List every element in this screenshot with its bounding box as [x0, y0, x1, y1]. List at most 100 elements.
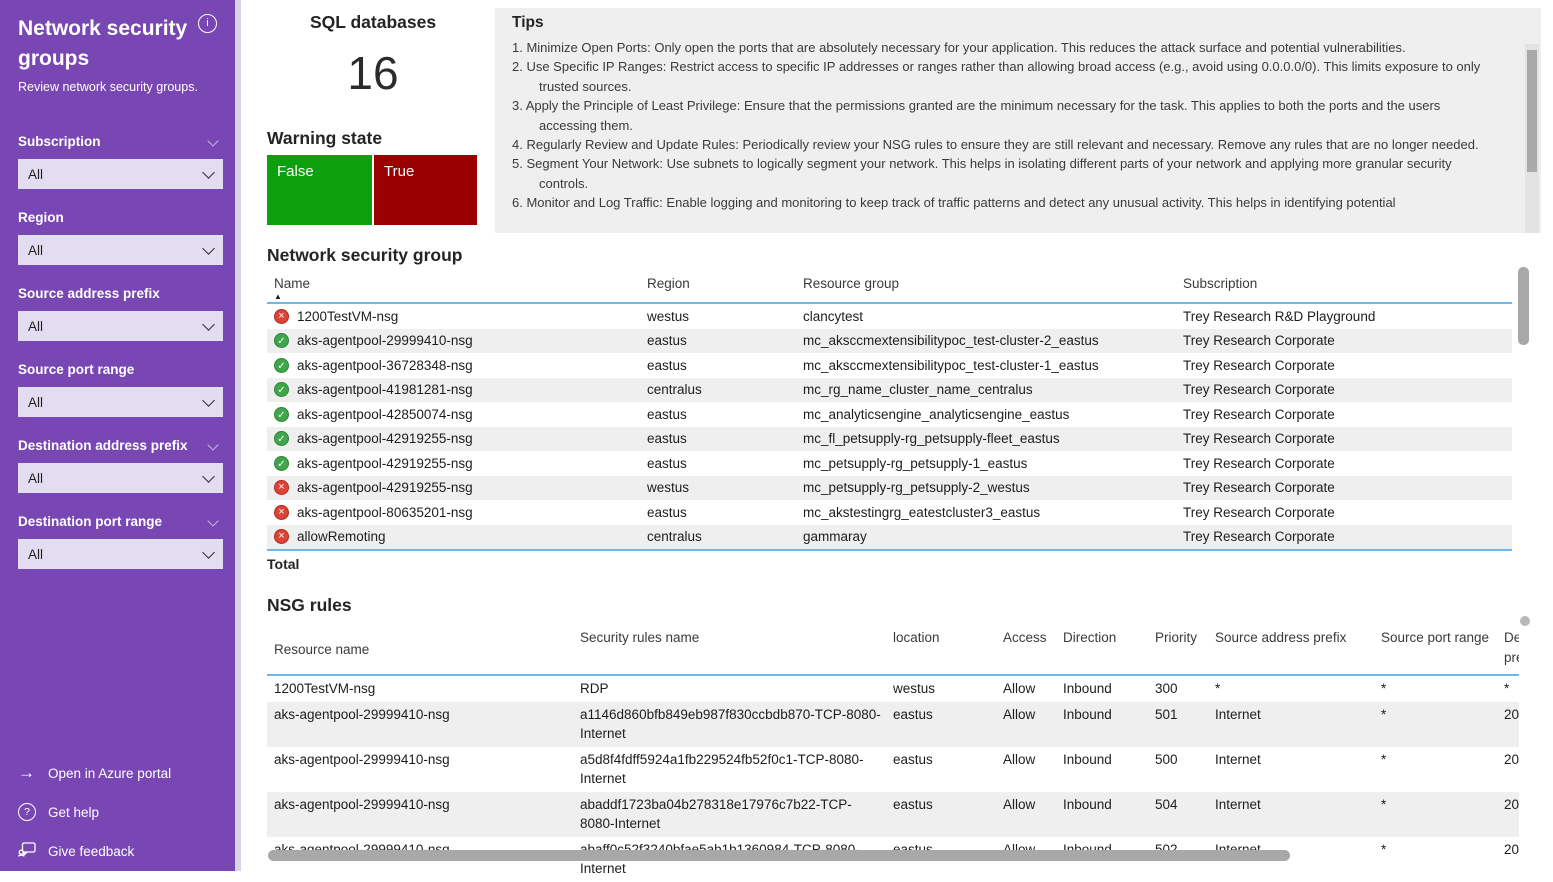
give-feedback-link[interactable]: Give feedback [17, 839, 171, 863]
column-header-text: Subscription [1183, 276, 1258, 291]
nsg-name: allowRemoting [297, 529, 386, 545]
filter-destination-address-prefix-select[interactable]: All [18, 463, 223, 493]
filter-selected-value: All [28, 470, 44, 486]
filter-source-port-range-select[interactable]: All [18, 387, 223, 417]
tips-scrollbar[interactable] [1525, 44, 1539, 233]
open-in-azure-portal-link[interactable]: → Open in Azure portal [18, 761, 171, 785]
nsg-vertical-scrollbar-thumb[interactable] [1518, 267, 1529, 345]
rules-cell: 20 [1504, 796, 1519, 812]
nsg-name: aks-agentpool-42919255-nsg [297, 455, 473, 471]
nsg-cell: eastus [647, 431, 687, 447]
table-row[interactable]: ✓ aks-agentpool-41981281-nsg centralus mc_r… [267, 377, 1512, 402]
table-row[interactable]: aks-agentpool-29999410-nsg a5d8f4fdff5924… [267, 747, 1519, 792]
table-row[interactable]: ✓ aks-agentpool-36728348-nsg eastus mc_aksc… [267, 353, 1512, 378]
nsg-col-header-region[interactable]: Region [647, 272, 803, 302]
chevron-down-icon [202, 469, 215, 483]
nsg-col-header-subscription[interactable]: Subscription [1183, 272, 1512, 302]
nsg-table-header: Name ▲ Region Resource group Subscription [267, 272, 1512, 304]
info-icon[interactable]: i [198, 14, 217, 33]
rules-horizontal-scrollbar-thumb[interactable] [268, 850, 1290, 861]
filter-label-text: Source address prefix [18, 286, 160, 301]
nsg-cell: mc_petsupply-rg_petsupply-1_eastus [803, 455, 1028, 471]
filter-group-destination-port-range: Destination port range All [18, 512, 223, 569]
filter-subscription-select[interactable]: All [18, 159, 223, 189]
chevron-down-icon[interactable] [207, 134, 219, 147]
page-subtitle: Review network security groups. [18, 80, 198, 94]
table-row[interactable]: 1200TestVM-nsg RDP westus Allow Inbound 300 * *… [267, 676, 1519, 702]
table-row[interactable]: × aks-agentpool-80635201-nsg eastus mc_akst… [267, 500, 1512, 525]
filter-selected-value: All [28, 242, 44, 258]
filter-label-text: Source port range [18, 362, 135, 377]
rules-cell: 300 [1155, 681, 1178, 696]
rules-col-header-direction[interactable]: Direction [1063, 630, 1117, 645]
sort-ascending-icon: ▲ [274, 292, 282, 301]
table-row[interactable]: × aks-agentpool-42919255-nsg westus mc_pets… [267, 475, 1512, 500]
chevron-down-icon[interactable] [207, 514, 219, 527]
rules-col-header-priority[interactable]: Priority [1155, 630, 1198, 645]
rules-col-header-access[interactable]: Access [1003, 630, 1047, 645]
rules-cell: * [1504, 681, 1510, 696]
rules-col-header-source-address-prefix[interactable]: Source address prefix [1215, 630, 1347, 645]
warning-tile-false[interactable]: False [267, 155, 372, 225]
chevron-down-icon[interactable] [207, 438, 219, 451]
filter-source-address-prefix-select[interactable]: All [18, 311, 223, 341]
rules-cell: * [1381, 841, 1387, 857]
nsg-name: aks-agentpool-42850074-nsg [297, 406, 473, 422]
page-title: Network security groups [18, 17, 188, 70]
warning-tile-true-label: True [384, 163, 415, 180]
filter-region-select[interactable]: All [18, 235, 223, 265]
rules-cell: 20 [1504, 841, 1519, 857]
table-row[interactable]: ✓ aks-agentpool-42850074-nsg eastus mc_anal… [267, 402, 1512, 427]
rules-col-header-security-rules-name[interactable]: Security rules name [580, 630, 700, 645]
tips-title: Tips [512, 14, 544, 31]
rules-table-header: Resource name Security rules name location… [267, 623, 1519, 676]
rules-col-header-location[interactable]: location [893, 630, 940, 645]
sidebar: Network security groups i Review network… [0, 0, 241, 871]
rules-col-header-destination-address-prefix[interactable]: Destination address prefix [1504, 630, 1519, 665]
rules-cell: * [1381, 796, 1387, 812]
nsg-cell: Trey Research Corporate [1183, 431, 1335, 447]
warning-state-tiles: False True [267, 155, 477, 225]
table-row[interactable]: × 1200TestVM-nsg westus clancytest Trey Rese… [267, 304, 1512, 329]
filter-label-destination-port-range: Destination port range [18, 512, 223, 532]
status-error-icon: × [274, 504, 289, 520]
nsg-cell: eastus [647, 357, 687, 373]
table-row[interactable]: ✓ aks-agentpool-29999410-nsg eastus mc_aksc… [267, 328, 1512, 353]
nsg-cell: Trey Research Corporate [1183, 357, 1335, 373]
rules-col-header-source-port-range[interactable]: Source port range [1381, 630, 1490, 645]
get-help-link[interactable]: ? Get help [18, 800, 171, 824]
nsg-name: aks-agentpool-80635201-nsg [297, 504, 473, 520]
status-ok-icon: ✓ [274, 455, 289, 471]
column-header-text: Name [274, 276, 311, 291]
filter-label-text: Region [18, 210, 64, 225]
rules-cell: aks-agentpool-29999410-nsg [274, 706, 450, 722]
rules-cell: Allow [1003, 751, 1036, 767]
rules-cell: * [1381, 706, 1387, 722]
chevron-down-icon [202, 165, 215, 179]
chevron-down-icon [202, 545, 215, 559]
filter-destination-port-range-select[interactable]: All [18, 539, 223, 569]
status-ok-icon: ✓ [274, 431, 289, 447]
nsg-col-header-resource-group[interactable]: Resource group [803, 272, 1183, 302]
rules-section-title: NSG rules [267, 595, 352, 615]
rules-cell: Allow [1003, 796, 1036, 812]
nsg-cell: centralus [647, 382, 702, 398]
table-row[interactable]: ✓ aks-agentpool-42919255-nsg eastus mc_pets… [267, 451, 1512, 476]
rules-cell: Internet [1215, 796, 1261, 812]
tip-item: 1. Minimize Open Ports: Only open the po… [512, 40, 1406, 55]
tips-scrollbar-thumb[interactable] [1527, 50, 1537, 172]
table-row[interactable]: ✓ aks-agentpool-42919255-nsg eastus mc_fl_p… [267, 426, 1512, 451]
table-row[interactable]: × allowRemoting centralus gammaray Trey Rese… [267, 524, 1512, 549]
nsg-col-header-name[interactable]: Name ▲ [267, 272, 647, 302]
rules-cell: Inbound [1063, 796, 1112, 812]
rules-cell: abaddf1723ba04b278318e17976c7b22-TCP-808… [580, 796, 852, 832]
nsg-name: aks-agentpool-36728348-nsg [297, 357, 473, 373]
rules-cell: a5d8f4fdff5924a1fb229524fb52f0c1-TCP-808… [580, 751, 864, 787]
rules-col-header-resource-name[interactable]: Resource name [274, 642, 370, 657]
sidebar-scrollbar[interactable] [235, 0, 241, 871]
warning-tile-true[interactable]: True [374, 155, 477, 225]
table-row[interactable]: aks-agentpool-29999410-nsg a1146d860bfb84… [267, 701, 1519, 747]
nsg-name-cell: × aks-agentpool-80635201-nsg [267, 504, 647, 520]
rules-scroll-indicator-dot[interactable] [1520, 616, 1530, 626]
table-row[interactable]: aks-agentpool-29999410-nsg abaddf1723ba04… [267, 791, 1519, 837]
